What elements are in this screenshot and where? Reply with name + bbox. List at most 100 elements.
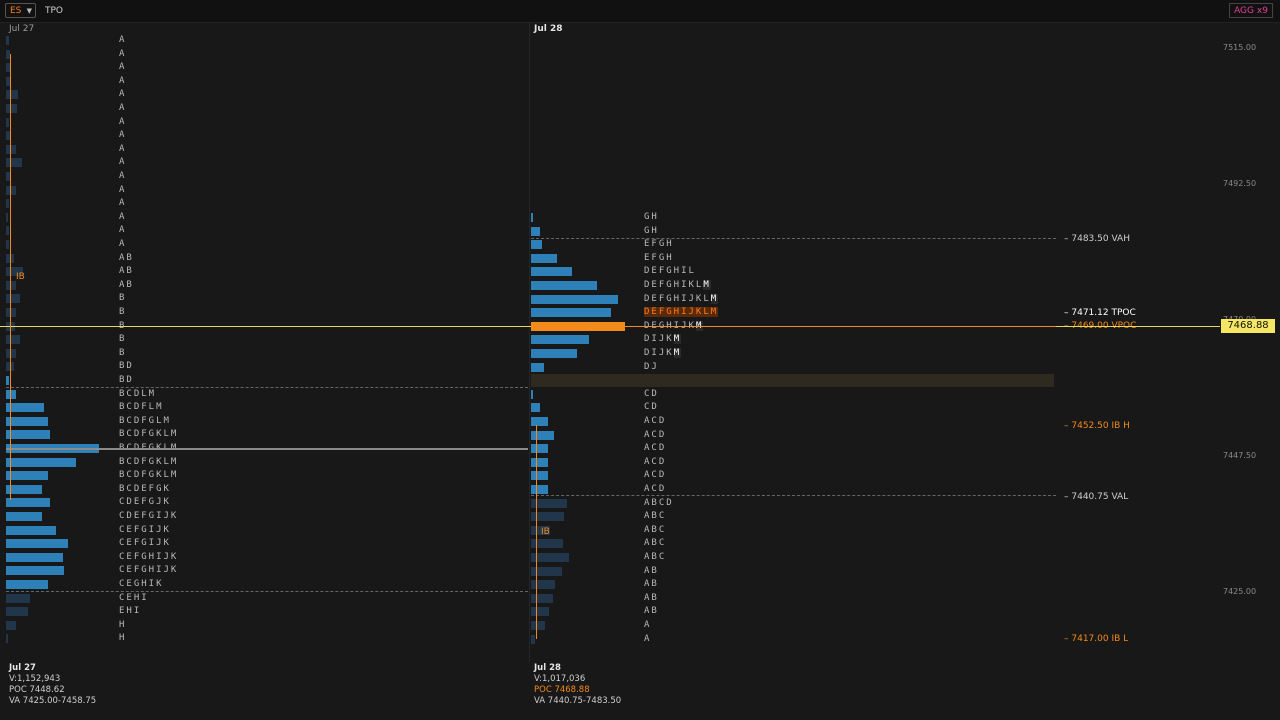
volume-profile-bar [531,485,548,494]
volume-profile-bar [6,280,16,290]
volume-profile-bar [6,294,20,304]
volume-profile-bar [531,593,553,603]
tpo-letter-row: CEGHIK [119,579,164,589]
volume-profile-bar [531,430,554,440]
tpo-letter-row: CEFGHIJK [119,565,179,576]
tpo-letter-row: BCDEFGK [119,483,171,494]
tpo-letter-row: BD [119,361,134,372]
volume-profile-bar [531,566,562,576]
tpo-letter-row: BCDFGKLM [119,429,179,440]
tpo-letter-row: CEHI [119,592,149,603]
tpo-letter-row: AB [644,606,659,617]
tpo-letter-row: A [644,620,652,630]
tpo-letter-row: CEFGIJK [119,524,171,535]
tpo-letter-row: AB [644,565,659,576]
tpo-letter-row: ABCD [644,497,674,508]
volume-profile-bar [6,512,42,521]
poc-line [6,448,528,450]
volume-profile-bar [6,471,48,481]
volume-profile-bar [531,457,548,467]
volume-profile-bar [6,416,48,426]
volume-profile-bar [531,253,557,263]
tpo-letter-row: BCDFGLM [119,415,171,426]
volume-profile-bar [6,593,30,603]
volume-profile-bar [531,539,563,549]
volume-profile-bar [6,335,20,345]
volume-profile-bar [531,281,597,290]
tpo-letter-row: A [119,89,127,100]
last-price-tag: 7468.88 [1221,319,1275,333]
tpo-letter-row: B [119,307,127,317]
volume-profile-bar [531,294,618,304]
tpo-letter-row: AB [119,252,134,263]
session-date-jul27: Jul 27 [9,24,35,34]
volume-profile-bar [531,226,540,236]
value-area-low-line [6,591,528,592]
tpo-letter-row: ACD [644,416,667,426]
volume-profile-bar [6,267,23,277]
symbol-selector[interactable]: ES ▼ [5,3,36,18]
tpo-letter-row: A [119,171,127,181]
volume-profile-bar [6,620,16,630]
tpo-letter-row: EHI [119,606,142,617]
tpo-chart-area[interactable] [0,22,1280,662]
volume-profile-bar [6,199,9,209]
volume-profile-bar [6,484,42,494]
volume-profile-bar [6,172,10,181]
volume-profile-bar [6,144,16,154]
volume-profile-bar [6,348,16,358]
ib-label: IB [16,272,25,282]
tpo-letter-row: A [119,48,127,59]
chart-type-label[interactable]: TPO [45,6,64,16]
axis-tick-label: 7515.00 [1223,43,1257,52]
volume-profile-bar [531,607,549,617]
val-level-label: – 7440.75 VAL [1064,492,1129,502]
tpoc-level-label: – 7471.12 TPOC [1064,308,1136,318]
volume-profile-bar [6,607,28,617]
volume-profile-bar [6,226,9,236]
volume-profile-bar [6,457,76,467]
session-stats-jul28: Jul 28 V:1,017,036 POC 7468.88 VA 7440.7… [534,663,621,707]
tpo-letter-row: AB [119,279,134,290]
volume-profile-bar [6,308,16,317]
ib-label: IB [541,527,550,537]
tpo-letter-row: BCDLM [119,388,157,399]
tpo-letter-row: A [119,225,127,236]
stats-volume: V:1,152,943 [9,674,61,684]
tpo-letter-row: A [119,198,127,209]
tpo-letter-row: DEFGHIL [644,266,696,277]
tpo-letter-row: ABC [644,538,667,549]
tpo-letter-row: DIJKM [644,348,682,358]
volume-profile-bar [6,36,9,45]
tpo-letter-row: GH [644,212,659,222]
volume-profile-bar [531,621,545,630]
volume-profile-bar [6,212,8,222]
tpo-letter-row: DEFGHIKLM [644,280,711,290]
tpo-letter-row: DJ [644,361,659,372]
volume-profile-bar [6,131,10,141]
volume-profile-bar [6,376,9,385]
volume-profile-bar [531,308,611,318]
tpo-letter-row: ACD [644,443,667,454]
tpo-letter-row: A [119,184,127,195]
volume-profile-bar [531,498,567,508]
value-area-high-line [6,387,528,388]
volume-profile-bar [6,117,9,127]
tpo-letter-row: BCDFLM [119,402,164,413]
tpo-letter-row: ACD [644,484,667,494]
volume-profile-bar [6,49,10,59]
volume-profile-bar [531,553,569,562]
tpo-letter-row: DEFGHIJKLM [644,293,719,304]
stats-value-area: VA 7425.00-7458.75 [9,696,97,706]
tpo-letter-row: CD [644,402,659,413]
axis-tick-label: 7425.00 [1223,587,1257,596]
volume-profile-bar [531,389,533,399]
tpo-letter-row: CDEFGJK [119,497,171,508]
volume-profile-bar [6,403,44,413]
volume-profile-bar [6,240,9,249]
symbol-label: ES [10,6,22,16]
tpo-letter-row: ABC [644,552,667,562]
aggregation-badge[interactable]: AGG x9 [1229,3,1273,18]
tpo-letter-row: DEFGHIJKLM [644,307,719,318]
vah-line [531,238,1056,239]
